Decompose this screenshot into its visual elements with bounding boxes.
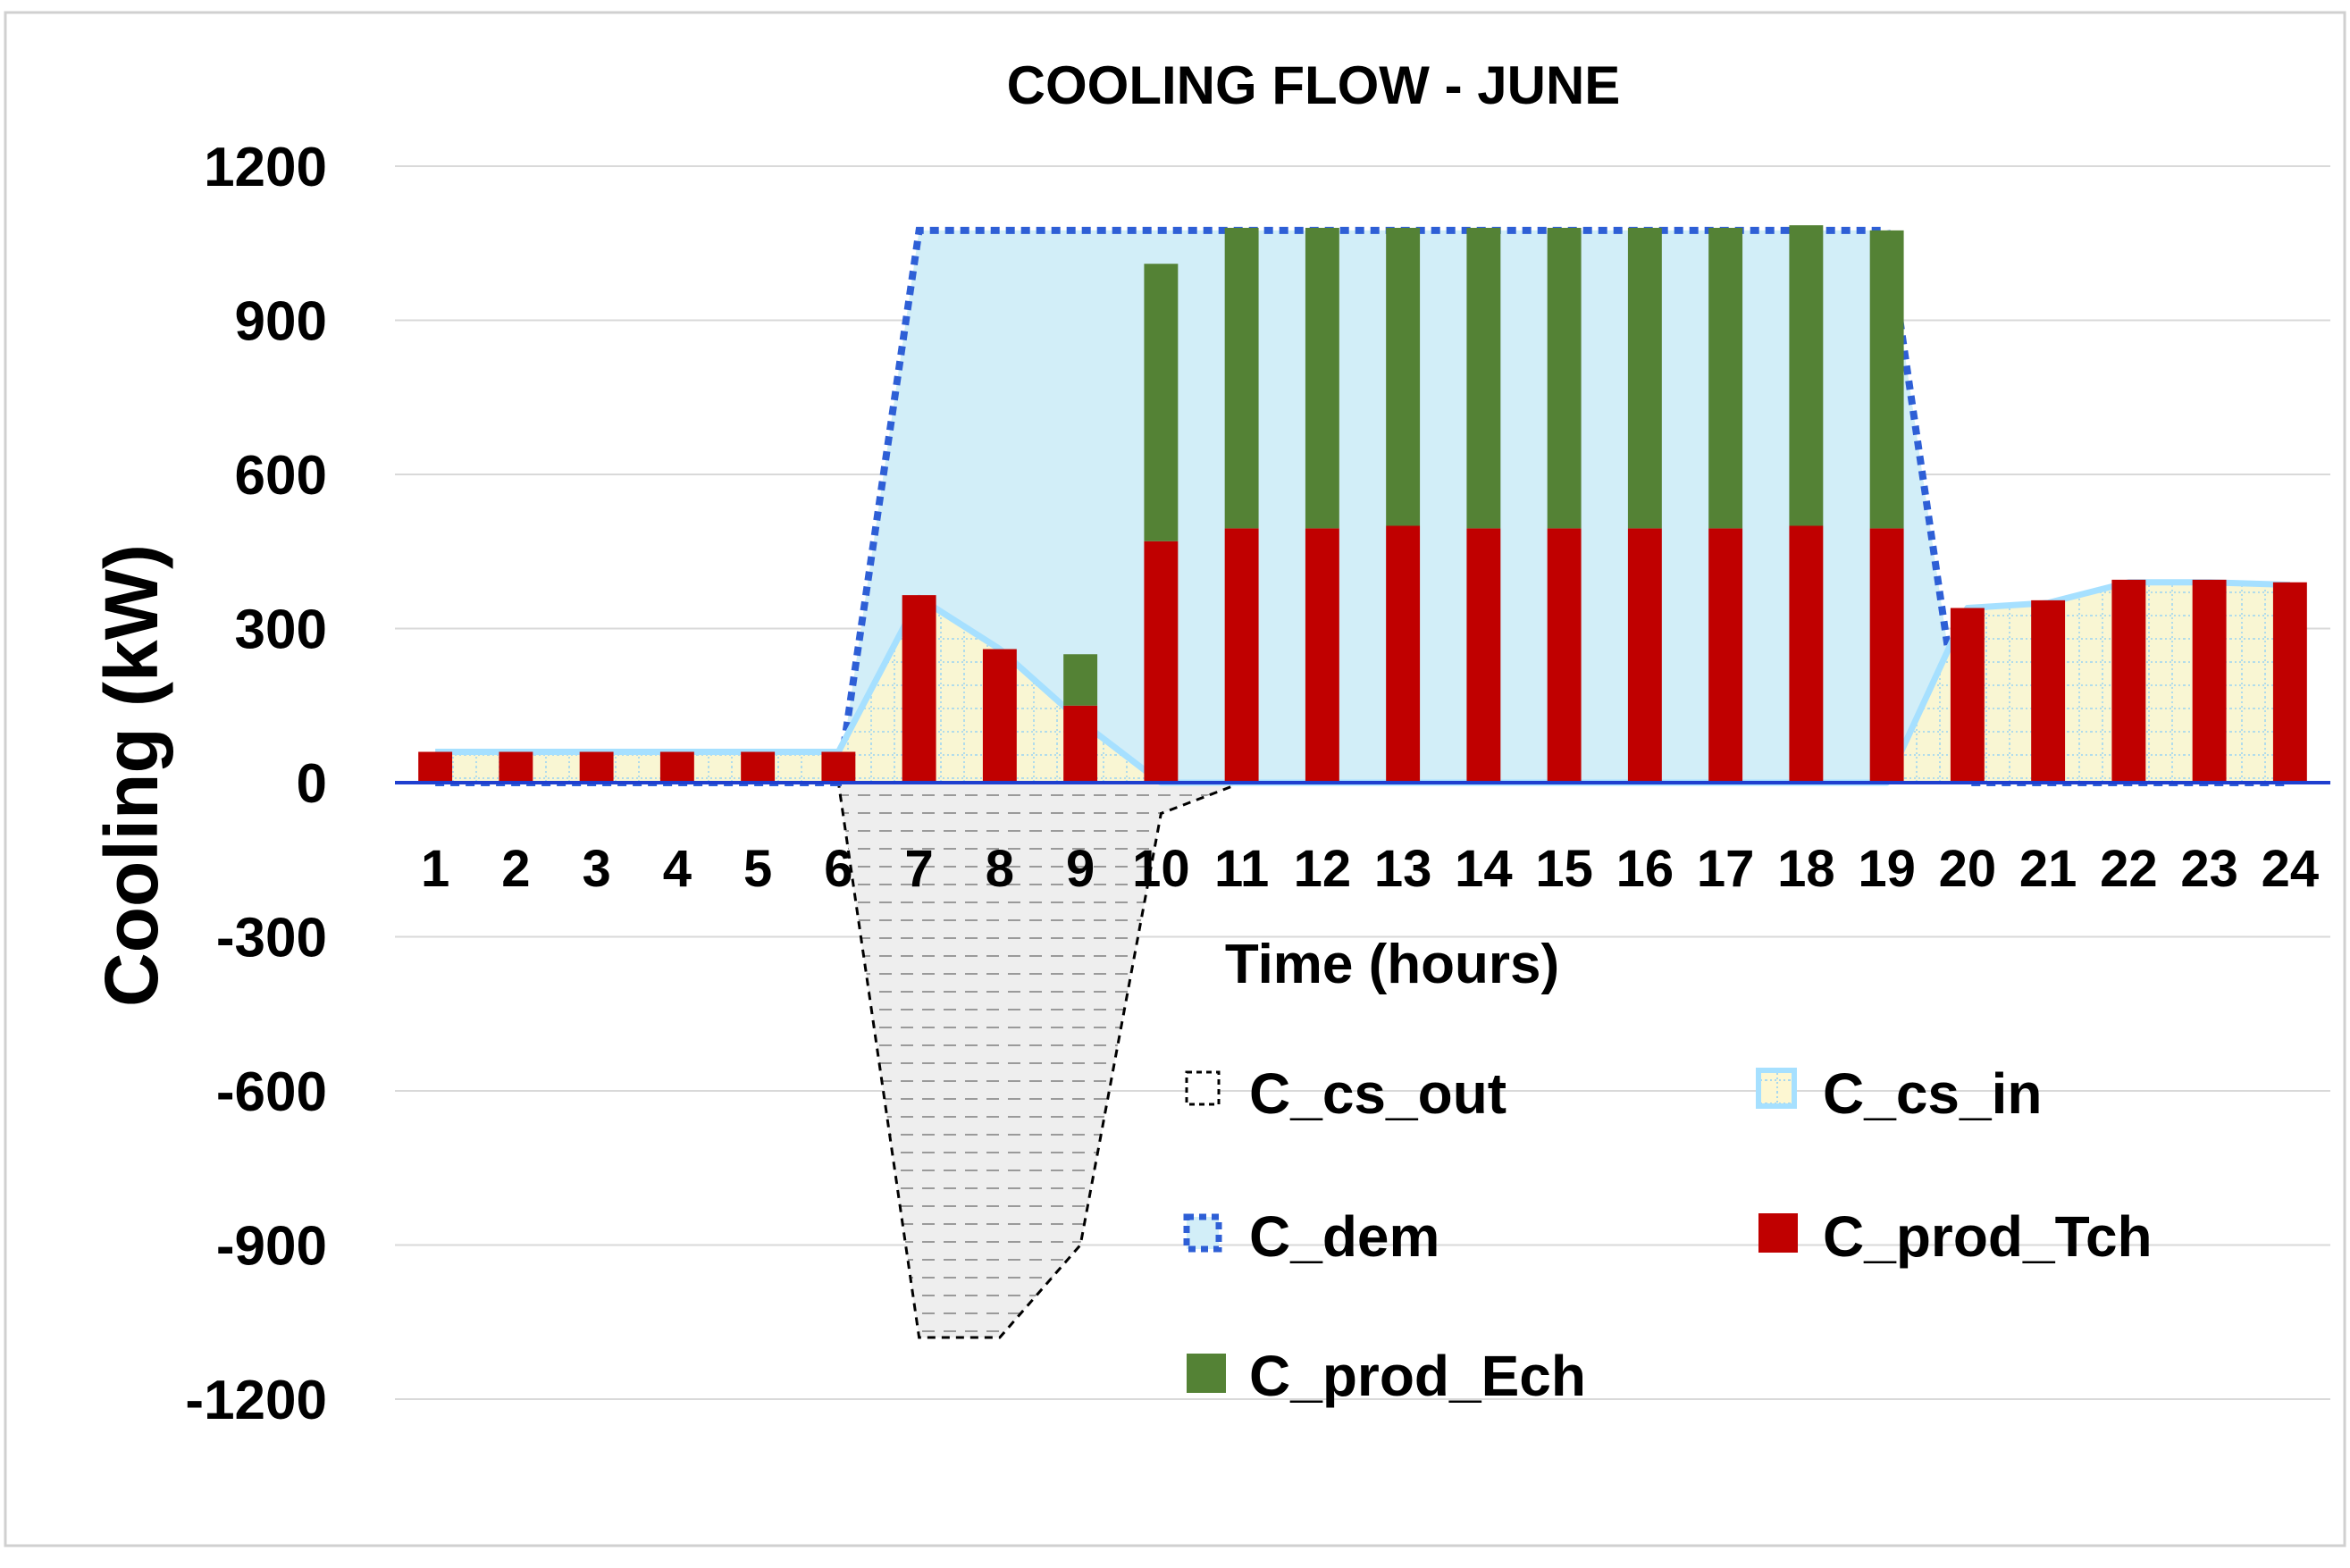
legend-label-c-cs-in: C_cs_in	[1823, 1061, 2042, 1126]
legend-swatch-c-cs-out	[1185, 1070, 1221, 1106]
y-tick-label--1200: -1200	[185, 1370, 327, 1431]
bar-c-prod-tch-23	[2192, 579, 2227, 783]
area-c-cs-in-fill	[435, 582, 2290, 783]
x-tick-label-12: 12	[1294, 840, 1352, 898]
bar-c-prod-ech-13	[1386, 228, 1421, 526]
x-tick-label-23: 23	[2180, 840, 2238, 898]
x-tick-label-10: 10	[1132, 840, 1190, 898]
bar-c-prod-tch-13	[1386, 525, 1421, 783]
bar-c-prod-tch-14	[1466, 528, 1501, 783]
x-tick-label-17: 17	[1697, 840, 1755, 898]
bar-c-prod-tch-22	[2111, 579, 2146, 783]
bar-c-prod-ech-16	[1627, 228, 1662, 529]
legend: C_cs_out C_cs_in C_dem C_prod_Tch C_prod…	[1183, 1061, 2153, 1408]
x-tick-label-19: 19	[1858, 840, 1916, 898]
legend-swatch-c-prod-tch	[1758, 1213, 1798, 1253]
bar-c-prod-ech-10	[1144, 264, 1179, 541]
legend-item-c-cs-in: C_cs_in	[1756, 1061, 2042, 1126]
bar-c-prod-tch-4	[659, 751, 694, 783]
y-tick-label-300: 300	[235, 600, 327, 661]
bar-c-prod-tch-16	[1627, 528, 1662, 783]
bar-c-prod-ech-9	[1063, 654, 1098, 706]
legend-label-c-prod-ech: C_prod_Ech	[1249, 1344, 1586, 1408]
x-tick-label-22: 22	[2100, 840, 2158, 898]
bar-series	[418, 225, 2307, 783]
bar-c-prod-tch-6	[821, 751, 856, 783]
legend-label-c-dem: C_dem	[1249, 1204, 1439, 1269]
y-tick-label-600: 600	[235, 445, 327, 507]
legend-label-c-cs-out: C_cs_out	[1249, 1061, 1507, 1126]
bar-c-prod-ech-17	[1708, 228, 1743, 529]
y-axis-title: Cooling (kW)	[89, 544, 173, 1007]
x-tick-label-3: 3	[582, 840, 610, 898]
x-tick-label-13: 13	[1374, 840, 1432, 898]
x-tick-label-16: 16	[1616, 840, 1674, 898]
legend-swatch-c-dem	[1183, 1213, 1222, 1253]
x-tick-label-4: 4	[663, 840, 692, 898]
bar-c-prod-ech-15	[1547, 228, 1582, 529]
area-series	[435, 226, 2290, 1339]
y-tick-label--300: -300	[216, 908, 327, 969]
bar-c-prod-tch-17	[1708, 528, 1743, 783]
bar-c-prod-tch-5	[741, 751, 776, 783]
x-tick-label-6: 6	[824, 840, 852, 898]
legend-swatch-c-prod-ech	[1187, 1354, 1226, 1393]
y-tick-label-900: 900	[235, 291, 327, 353]
y-tick-label--600: -600	[216, 1061, 327, 1123]
legend-item-c-prod-ech: C_prod_Ech	[1187, 1344, 1586, 1408]
legend-label-c-prod-tch: C_prod_Tch	[1823, 1204, 2153, 1269]
bar-c-prod-tch-1	[418, 751, 453, 783]
bar-c-prod-tch-10	[1144, 541, 1179, 783]
y-tick-label-0: 0	[297, 753, 327, 815]
x-tick-label-18: 18	[1777, 840, 1835, 898]
y-tick-label--900: -900	[216, 1216, 327, 1278]
gridlines	[395, 165, 2330, 1400]
x-tick-label-8: 8	[986, 840, 1014, 898]
bar-c-prod-tch-12	[1305, 528, 1339, 783]
legend-item-c-dem: C_dem	[1183, 1204, 1439, 1269]
x-tick-label-20: 20	[1939, 840, 1997, 898]
x-tick-label-2: 2	[501, 840, 530, 898]
x-tick-label-24: 24	[2262, 840, 2320, 898]
bar-c-prod-ech-18	[1789, 225, 1824, 526]
bar-c-prod-tch-11	[1224, 528, 1259, 783]
x-axis-title: Time (hours)	[1225, 934, 1559, 995]
x-tick-label-9: 9	[1066, 840, 1095, 898]
bar-c-prod-tch-24	[2272, 582, 2307, 783]
x-tick-label-7: 7	[904, 840, 933, 898]
bar-c-prod-ech-14	[1466, 228, 1501, 529]
bar-c-prod-ech-12	[1305, 228, 1339, 529]
bar-c-prod-tch-3	[579, 751, 614, 783]
x-tick-label-21: 21	[2019, 840, 2077, 898]
x-tick-label-14: 14	[1455, 840, 1513, 898]
chart-title: COOLING FLOW - JUNE	[1007, 55, 1621, 115]
bar-c-prod-tch-19	[1869, 528, 1904, 783]
bar-c-prod-ech-11	[1224, 228, 1259, 529]
legend-swatch-c-cs-in	[1756, 1068, 1797, 1109]
bar-c-prod-tch-9	[1063, 705, 1098, 783]
legend-item-c-cs-out: C_cs_out	[1185, 1061, 1507, 1126]
bar-c-prod-tch-15	[1547, 528, 1582, 783]
legend-item-c-prod-tch: C_prod_Tch	[1758, 1204, 2153, 1269]
bar-c-prod-tch-7	[902, 595, 936, 783]
y-tick-label-1200: 1200	[204, 137, 327, 198]
bar-c-prod-tch-20	[1950, 608, 1985, 783]
bar-c-prod-tch-2	[499, 751, 533, 783]
x-tick-label-15: 15	[1535, 840, 1593, 898]
bar-c-prod-tch-8	[982, 649, 1017, 783]
x-tick-label-5: 5	[743, 840, 772, 898]
x-tick-label-11: 11	[1214, 840, 1269, 898]
x-tick-label-1: 1	[421, 840, 449, 898]
bar-c-prod-tch-21	[2031, 600, 2066, 783]
bar-c-prod-ech-19	[1869, 230, 1904, 529]
bar-c-prod-tch-18	[1789, 525, 1824, 783]
